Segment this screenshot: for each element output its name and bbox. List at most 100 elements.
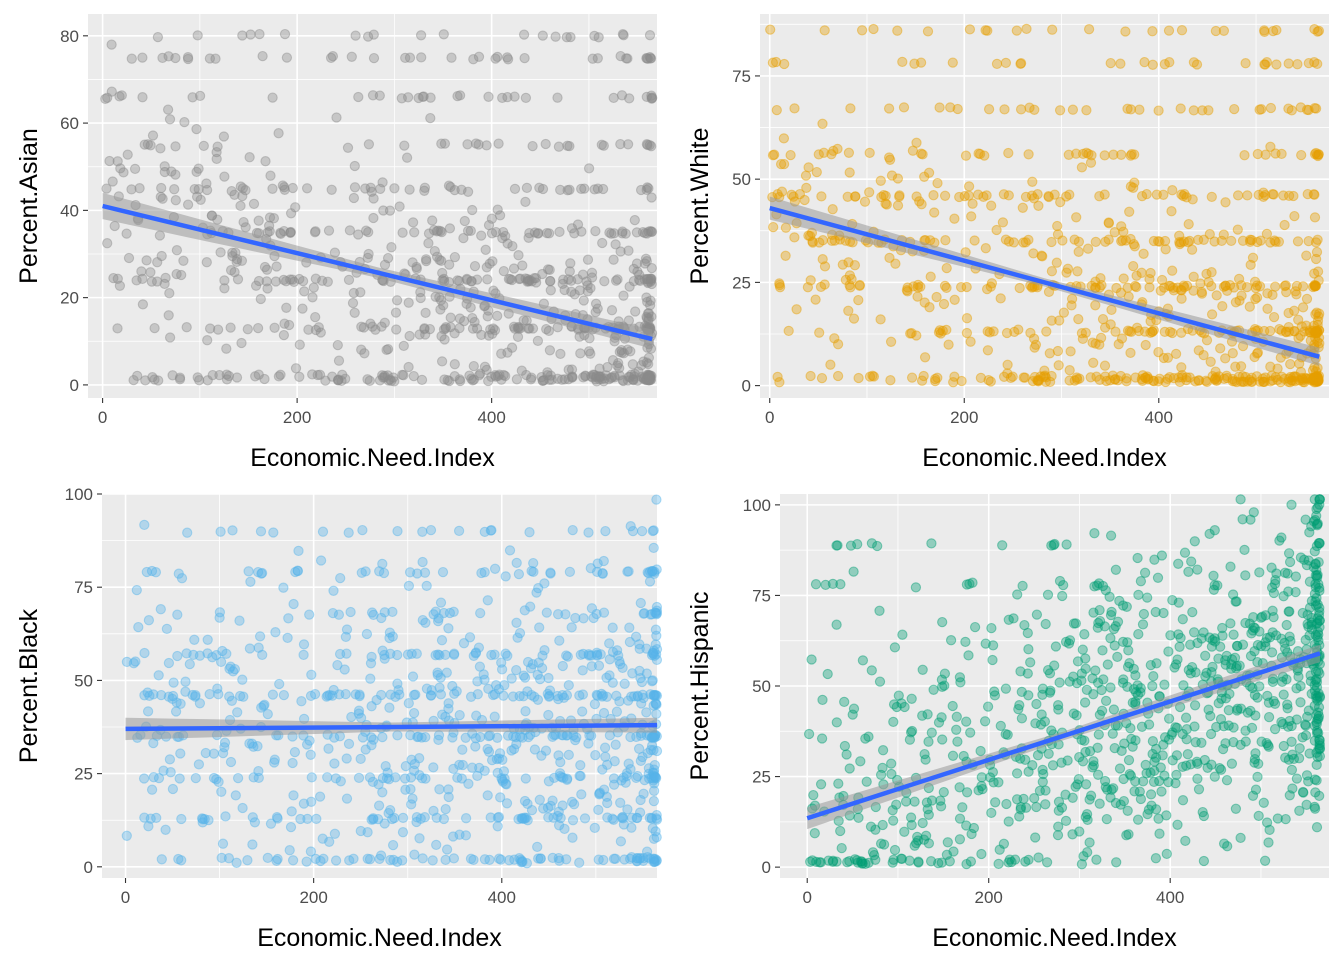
data-point xyxy=(1096,705,1108,716)
data-point xyxy=(121,830,132,841)
data-point xyxy=(1289,371,1300,382)
data-point xyxy=(926,727,937,738)
data-point xyxy=(513,250,524,261)
data-point xyxy=(520,706,531,717)
data-point xyxy=(1031,609,1043,620)
data-point xyxy=(998,371,1010,382)
data-point xyxy=(1020,802,1032,813)
data-point xyxy=(1312,58,1323,70)
data-point xyxy=(609,370,620,382)
data-point xyxy=(445,312,456,323)
data-point xyxy=(644,371,655,382)
data-point xyxy=(541,227,553,239)
data-point xyxy=(986,200,997,211)
data-point xyxy=(514,273,525,285)
data-point xyxy=(327,690,338,701)
data-point xyxy=(1218,838,1230,849)
data-point xyxy=(212,324,224,335)
data-point xyxy=(259,261,271,273)
data-point xyxy=(771,104,782,116)
data-point xyxy=(275,228,286,240)
data-point xyxy=(1276,325,1287,336)
data-point xyxy=(180,676,191,687)
data-point xyxy=(1254,104,1265,115)
data-point xyxy=(1218,25,1230,36)
data-point xyxy=(397,812,409,824)
data-point xyxy=(947,57,958,68)
data-point xyxy=(644,576,656,587)
data-point xyxy=(544,345,556,356)
data-point xyxy=(923,736,934,747)
data-point xyxy=(589,822,600,834)
data-point xyxy=(490,226,502,238)
data-point xyxy=(306,669,317,680)
data-point xyxy=(1046,315,1057,326)
data-point xyxy=(1109,742,1120,754)
data-point xyxy=(164,114,176,125)
data-point xyxy=(572,274,583,285)
data-point xyxy=(1255,235,1266,246)
data-point xyxy=(377,177,388,188)
data-point xyxy=(626,369,637,380)
data-point xyxy=(592,53,603,64)
data-point xyxy=(436,356,448,367)
data-point xyxy=(641,184,652,196)
y-tick-label: 0 xyxy=(70,376,79,395)
data-point xyxy=(1079,629,1090,640)
data-point xyxy=(444,259,455,270)
data-point xyxy=(443,623,454,634)
data-point xyxy=(454,313,466,324)
data-point xyxy=(355,753,366,765)
data-point xyxy=(1262,303,1273,314)
data-point xyxy=(642,369,653,380)
data-point xyxy=(587,53,598,64)
data-point xyxy=(326,184,337,195)
data-point xyxy=(473,51,485,62)
data-point xyxy=(849,260,861,271)
data-point xyxy=(1088,357,1099,368)
data-point xyxy=(618,290,629,301)
data-point xyxy=(500,370,511,382)
data-point xyxy=(1312,751,1323,763)
data-point xyxy=(1311,822,1323,833)
data-point xyxy=(240,185,251,196)
data-point xyxy=(1054,677,1065,688)
data-point xyxy=(433,734,444,746)
data-point xyxy=(623,371,634,383)
data-point xyxy=(1209,525,1220,536)
data-point xyxy=(386,242,397,253)
data-point xyxy=(194,375,205,386)
data-point xyxy=(646,92,658,103)
data-point xyxy=(856,25,868,36)
data-point xyxy=(160,272,171,284)
data-point xyxy=(864,147,875,159)
data-point xyxy=(1023,149,1034,160)
data-point xyxy=(1097,313,1109,325)
data-point xyxy=(643,273,654,285)
data-point xyxy=(174,372,186,383)
data-point xyxy=(1187,194,1198,205)
data-point xyxy=(1046,236,1057,248)
data-point xyxy=(1313,325,1325,336)
data-point xyxy=(1312,502,1323,513)
data-point xyxy=(604,670,615,681)
data-point xyxy=(1301,293,1313,305)
data-point xyxy=(200,747,211,759)
data-point xyxy=(1029,371,1041,383)
data-point xyxy=(543,325,555,337)
data-point xyxy=(811,856,822,868)
data-point xyxy=(1169,662,1180,673)
data-point xyxy=(1093,729,1104,740)
data-point xyxy=(320,375,331,386)
data-point xyxy=(1281,674,1292,685)
data-point xyxy=(1027,176,1038,187)
data-point xyxy=(1024,102,1035,113)
data-point xyxy=(643,370,654,381)
data-point xyxy=(1086,150,1097,161)
data-point xyxy=(325,52,337,64)
data-point xyxy=(348,192,360,204)
data-point xyxy=(436,138,447,149)
data-point xyxy=(211,649,222,661)
data-point xyxy=(643,313,654,324)
data-point xyxy=(810,294,821,305)
